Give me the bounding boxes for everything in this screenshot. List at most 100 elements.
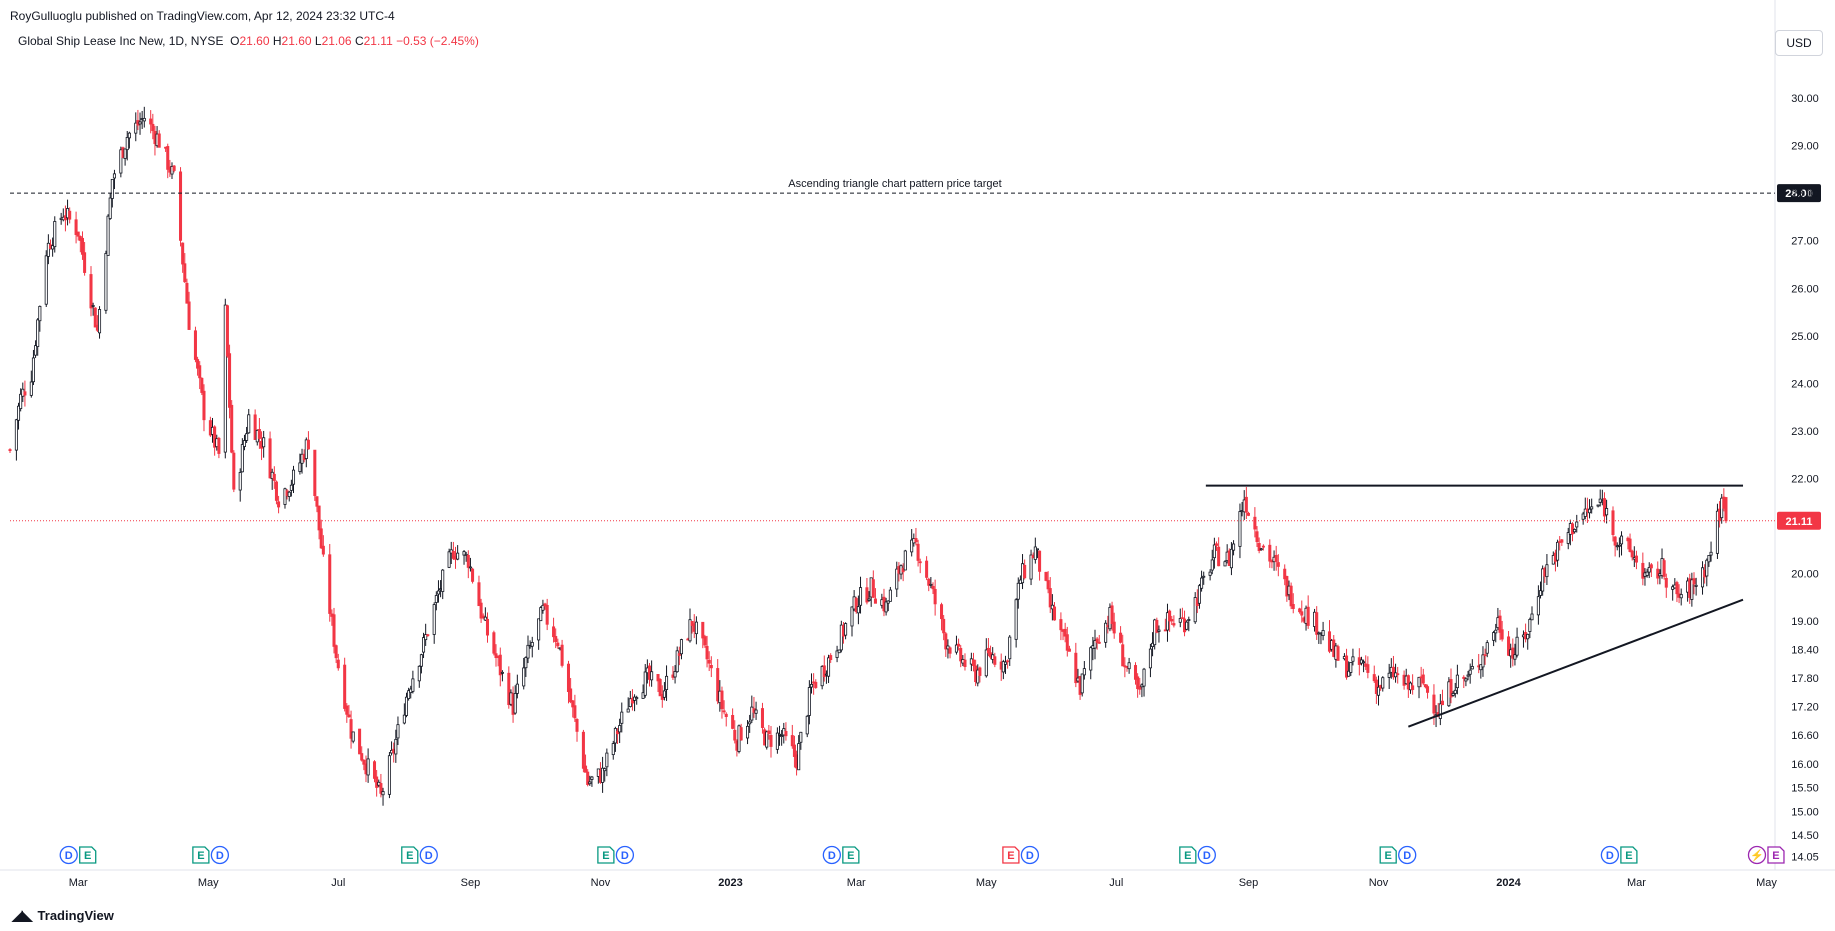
legend-open-label: O	[230, 34, 240, 48]
candle-body	[436, 590, 440, 595]
candle-body	[507, 672, 511, 706]
tradingview-logo[interactable]: ◢◣ TradingView	[12, 907, 114, 924]
candle-body	[688, 619, 692, 642]
candle-body	[1268, 544, 1272, 562]
dividend-icon	[1020, 845, 1040, 865]
candle-body	[656, 674, 660, 682]
currency-button[interactable]: USD	[1775, 30, 1823, 56]
legend-close: 21.11	[363, 34, 393, 48]
candle-body	[1074, 652, 1078, 684]
candle-body	[257, 429, 261, 439]
dividend-icon	[1398, 845, 1417, 865]
candle-body	[447, 551, 451, 568]
candle-body	[336, 659, 340, 669]
candle-body	[1336, 646, 1340, 661]
earnings-icon	[401, 846, 419, 864]
event-label: D	[621, 850, 629, 862]
candle-body	[91, 305, 95, 307]
candle-body	[1692, 578, 1696, 585]
symbol-legend: Global Ship Lease Inc New, 1D, NYSE O21.…	[18, 34, 479, 48]
candle-body	[142, 117, 146, 122]
candle-body	[1620, 535, 1624, 545]
candle-body	[618, 725, 622, 733]
event-label: E	[1772, 850, 1779, 862]
candle-body	[1274, 554, 1278, 562]
candle-body	[1611, 510, 1615, 535]
candle-body	[1449, 679, 1453, 698]
candle-body	[539, 607, 543, 622]
grid-layer	[0, 0, 1835, 871]
candle-body	[1500, 629, 1504, 640]
candle-body	[1498, 615, 1502, 633]
candle-body	[1649, 564, 1653, 569]
event-label: D	[216, 850, 224, 862]
candle-body	[1679, 594, 1683, 599]
candle-body	[319, 528, 323, 549]
candle-body	[1426, 686, 1430, 693]
candle-body	[287, 491, 291, 497]
candle-body	[492, 632, 496, 654]
candle-body	[1165, 612, 1170, 631]
candle-body	[240, 444, 244, 473]
earnings-icon	[1379, 846, 1397, 864]
candle-body	[1590, 506, 1594, 510]
candle-body	[754, 709, 758, 714]
candle-body	[1560, 539, 1564, 543]
last-price-tag	[1777, 511, 1821, 530]
earnings-icon	[192, 846, 210, 864]
candle-body	[1494, 629, 1498, 634]
candle-body	[1641, 562, 1645, 579]
candle-body	[217, 437, 221, 454]
candle-body	[1089, 647, 1093, 671]
price-tick-label: 14.05	[1791, 851, 1819, 863]
candle-body	[1033, 546, 1037, 560]
candle-body	[242, 440, 246, 447]
time-tick-label: Mar	[69, 877, 88, 889]
candle-body	[884, 601, 888, 613]
candle-body	[187, 301, 191, 330]
candle-body	[14, 419, 18, 451]
candle-body	[31, 357, 35, 383]
candle-body	[1255, 531, 1259, 543]
event-label: E	[1007, 850, 1014, 862]
candles-layer	[8, 106, 1728, 806]
time-tick-label: Nov	[591, 877, 611, 889]
price-target-label: Ascending triangle chart pattern price t…	[788, 178, 1001, 190]
candle-body	[464, 553, 468, 556]
candle-body	[1187, 619, 1191, 621]
candle-body	[925, 560, 929, 578]
candle-body	[347, 714, 351, 718]
candle-body	[513, 693, 517, 714]
price-tick-label: 22.00	[1791, 473, 1819, 485]
candle-body	[1170, 619, 1174, 622]
event-label: D	[828, 850, 836, 862]
candle-body	[19, 393, 23, 410]
candle-body	[289, 484, 293, 491]
candle-body	[1664, 577, 1668, 588]
earnings-icon	[79, 846, 97, 864]
legend-low: 21.06	[321, 34, 352, 48]
candle-body	[942, 618, 946, 634]
candle-body	[1701, 567, 1705, 588]
candle-body	[1675, 582, 1679, 595]
candle-body	[223, 304, 227, 453]
candle-body	[1315, 612, 1319, 635]
candle-body	[98, 309, 102, 334]
dividend-icon	[822, 845, 841, 865]
event-label: ⚡	[1750, 849, 1764, 862]
candle-body	[76, 231, 80, 237]
candle-body	[1366, 664, 1370, 673]
candle-body	[417, 665, 421, 682]
candle-body	[1372, 674, 1376, 682]
candle-body	[157, 133, 161, 148]
legend-change: −0.53 (−2.45%)	[396, 34, 479, 48]
candle-body	[106, 215, 110, 256]
candle-body	[984, 649, 988, 677]
candle-body	[1709, 551, 1713, 556]
candle-body	[1014, 599, 1018, 640]
price-tick-label: 26.00	[1791, 283, 1819, 295]
candle-body	[545, 604, 549, 625]
candle-body	[1180, 617, 1184, 620]
candle-body	[1276, 562, 1280, 567]
